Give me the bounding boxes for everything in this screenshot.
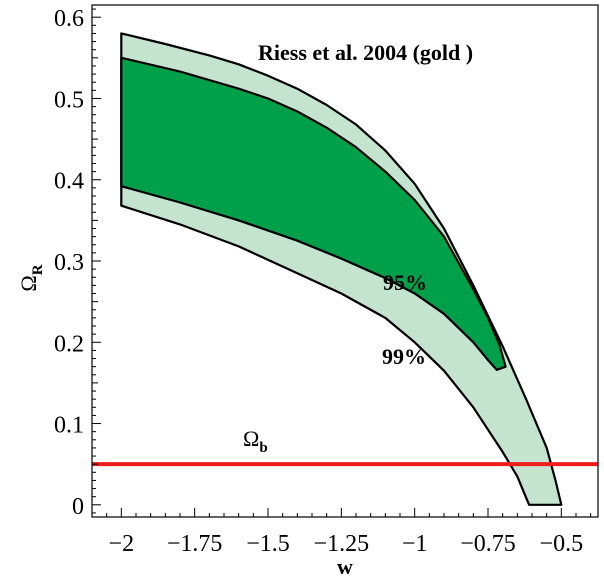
x-tick-label: −0.75 [460,531,516,557]
y-axis: 0 0.1 0.2 0.3 0.4 0.5 0.6 [54,6,101,520]
label-99-percent: 99% [382,344,426,369]
x-tick-label: −1.5 [246,531,290,557]
omega-b-subscript: b [259,440,267,456]
x-axis-label: w [337,554,353,579]
y-axis-label-symbol: Ω [16,275,41,291]
svg-text:ΩR: ΩR [16,264,46,291]
y-tick-label: 0.1 [54,413,84,439]
y-axis-label: ΩR [16,264,46,291]
omega-b-symbol: Ω [243,426,259,451]
y-tick-label: 0.6 [54,6,84,32]
confidence-region-95 [120,56,507,371]
label-95-percent: 95% [383,270,427,295]
y-tick-label: 0.5 [54,87,84,113]
y-tick-label: 0.3 [54,250,84,276]
x-tick-label: −1.75 [167,531,223,557]
y-axis-label-subscript: R [30,264,46,275]
x-tick-label: −1.25 [314,531,370,557]
x-tick-label: −2 [109,531,135,557]
x-axis: −2 −1.75 −1.5 −1.25 −1 −0.75 −0.5 [91,508,592,557]
x-tick-label: −0.5 [540,531,584,557]
y-tick-label: 0 [72,494,84,520]
omega-b-label: Ωb [243,426,268,456]
source-annotation: Riess et al. 2004 (gold ) [258,40,473,65]
x-tick-label: −1 [402,531,428,557]
y-tick-label: 0.4 [54,169,84,195]
y-tick-label: 0.2 [54,331,84,357]
